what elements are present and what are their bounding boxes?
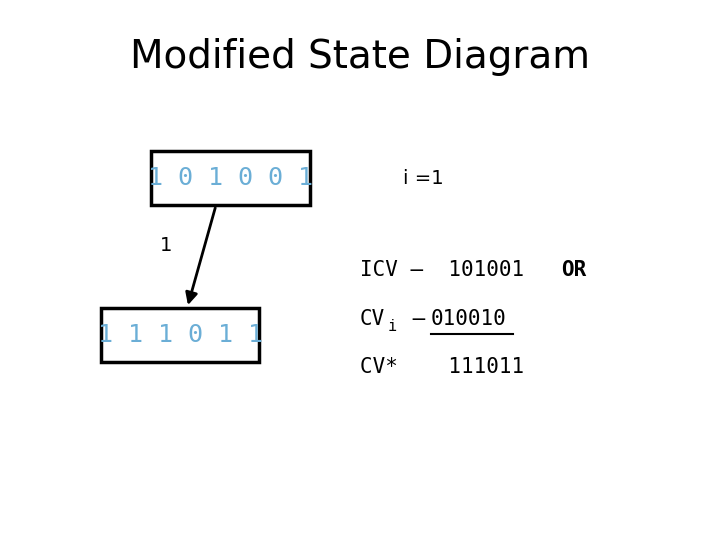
Text: CV: CV [360, 308, 385, 329]
Text: CV*    111011: CV* 111011 [360, 357, 524, 377]
Text: 010010: 010010 [431, 308, 506, 329]
Text: OR: OR [562, 260, 587, 280]
Text: i: i [387, 319, 397, 334]
FancyBboxPatch shape [101, 308, 259, 362]
Text: –: – [400, 308, 450, 329]
Text: 1 0 1 0 0 1: 1 0 1 0 0 1 [148, 166, 313, 190]
Text: 1: 1 [159, 236, 172, 255]
FancyBboxPatch shape [151, 151, 310, 205]
Text: i =1: i =1 [403, 168, 444, 188]
Text: 1 1 1 0 1 1: 1 1 1 0 1 1 [97, 323, 263, 347]
Text: ICV –  101001: ICV – 101001 [360, 260, 524, 280]
Text: Modified State Diagram: Modified State Diagram [130, 38, 590, 76]
